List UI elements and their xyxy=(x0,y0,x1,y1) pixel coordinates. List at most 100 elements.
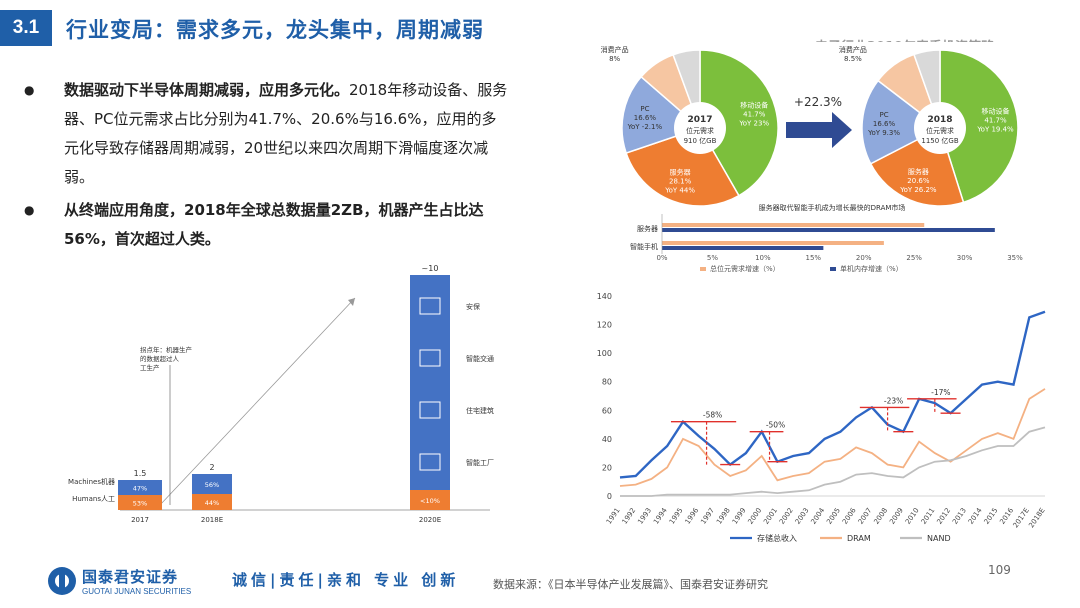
y-tick-label: 20 xyxy=(602,463,612,472)
growth-arrow-icon xyxy=(786,112,852,148)
app-label: 智能交通 xyxy=(466,354,494,363)
x-tick-label: 2012 xyxy=(935,507,952,526)
y-tick-label: 80 xyxy=(602,378,612,387)
pie-2017-label-yoy: YoY 44% xyxy=(664,187,695,195)
x-tick-label: 2009 xyxy=(888,507,905,526)
bullet-list: ● 数据驱动下半导体周期减弱，应用多元化。2018年移动设备、服务器、PC位元需… xyxy=(18,76,508,258)
hbar-tick-label: 35% xyxy=(1007,254,1023,262)
pie-2018-slice xyxy=(939,49,1019,204)
pie-2018-center-label: 位元需求 xyxy=(926,126,954,135)
data-generation-chart: 53% 47% 1.5 2017 44% 56% 2 2018E <10% ~10 2020E Mac… xyxy=(68,264,494,524)
pie-2018-label-yoy: YoY 9.3% xyxy=(867,129,900,137)
pie-2018-label-yoy: YoY 19.4% xyxy=(976,125,1014,133)
pie-2017-label-value: 28.1% xyxy=(669,178,692,186)
decline-label: -17% xyxy=(931,388,950,397)
hbar-bar-total xyxy=(662,223,925,227)
pie-2017-center-value: 910 亿GB xyxy=(684,136,717,145)
pie-2018-label-value: 8.5% xyxy=(844,55,862,63)
hbar-legend-per-unit: 单机内存增速（%） xyxy=(840,264,903,273)
hbar-bar-per-unit xyxy=(662,246,824,250)
bar-human-label: <10% xyxy=(420,497,440,505)
slide-title: 行业变局：需求多元，龙头集中，周期减弱 xyxy=(66,18,484,42)
bar-total-label: 2 xyxy=(209,463,214,472)
bar-machine-label: 56% xyxy=(205,481,219,489)
y-tick-label: 100 xyxy=(597,349,612,358)
hbar-tick-label: 5% xyxy=(707,254,718,262)
pie-2017-label: 移动设备 xyxy=(740,101,768,110)
bar-year-label: 2017 xyxy=(131,516,149,524)
bar-machine-segment xyxy=(410,275,450,490)
app-label: 智能工厂 xyxy=(466,458,494,467)
pie-2018-label: 消费产品 xyxy=(839,45,867,54)
demand-structure-panel: 移动设备 41.7% YoY 23% 服务器 28.1% YoY 44% PC 16.6% Yo… xyxy=(600,13,1040,274)
y-tick-label: 0 xyxy=(607,492,612,501)
x-tick-label: 1994 xyxy=(652,506,669,526)
x-tick-label: 2003 xyxy=(794,507,811,526)
decline-label: -23% xyxy=(884,396,903,405)
hbar-bar-per-unit xyxy=(662,228,995,232)
hbar-tick-label: 0% xyxy=(656,254,667,262)
app-icon xyxy=(419,401,441,419)
hbar-category-label: 服务器 xyxy=(637,224,658,233)
x-tick-label: 1996 xyxy=(684,506,701,526)
app-label: 住宅建筑 xyxy=(466,406,494,415)
bar-human-label: 44% xyxy=(205,499,219,507)
pie-2018-label: PC xyxy=(880,111,889,119)
y-tick-label: 140 xyxy=(597,292,612,301)
app-icon xyxy=(419,297,441,315)
hbar-tick-label: 10% xyxy=(755,254,771,262)
pie-2017-label-value: 41.7% xyxy=(743,111,766,119)
hbar-tick-label: 15% xyxy=(806,254,822,262)
bullet-text: 2018年移动设备、服务器、PC位元需求占比分别为41.7%、20.6%与16.… xyxy=(64,81,508,186)
bullet-item: ● 数据驱动下半导体周期减弱，应用多元化。2018年移动设备、服务器、PC位元需… xyxy=(18,76,508,192)
hbar-legend-swatch-total xyxy=(700,267,706,271)
pie-2018-label: 移动设备 xyxy=(982,106,1010,115)
hbar-tick-label: 30% xyxy=(957,254,973,262)
hbar-category-label: 智能手机 xyxy=(630,242,658,251)
pie-2017-center-hole xyxy=(674,102,726,154)
bar-human-label: 53% xyxy=(133,500,147,508)
annotation-line: 的数据超过人 xyxy=(140,354,180,363)
hbar-bar-total xyxy=(662,241,884,245)
legend-label: DRAM xyxy=(847,534,871,543)
bar-machine-segment xyxy=(192,474,232,494)
bullet-dot-icon: ● xyxy=(24,83,35,97)
x-tick-label: 2001 xyxy=(762,507,779,526)
series-line-1 xyxy=(619,388,1046,487)
hbar-tick-label: 20% xyxy=(856,254,872,262)
section-number-badge: 3.1 xyxy=(0,10,52,46)
page-number: 109 xyxy=(988,563,1011,577)
x-tick-label: 2015 xyxy=(983,507,1000,526)
growth-label: +22.3% xyxy=(794,95,842,109)
data-source-note: 数据来源：《日本半导体产业发展篇》、国泰君安证券研究 xyxy=(493,578,768,591)
decline-label: -58% xyxy=(703,411,722,420)
y-tick-label: 120 xyxy=(597,321,612,330)
app-label: 安保 xyxy=(466,302,480,311)
pie-2018-center-hole xyxy=(914,102,966,154)
y-tick-label: 40 xyxy=(602,435,612,444)
x-tick-label: 1998 xyxy=(715,507,732,526)
x-tick-label: 2007 xyxy=(857,507,874,526)
bar-total-label: ~10 xyxy=(422,264,439,273)
hbar-legend-swatch-per-unit xyxy=(830,267,836,271)
legend-machine: Machines机器 xyxy=(68,477,115,486)
bar-total-label: 1.5 xyxy=(134,469,147,478)
bar-human-segment xyxy=(410,490,450,510)
x-tick-label: 1993 xyxy=(636,507,653,526)
company-slogan: 诚信|责任|亲和 专业 创新 xyxy=(232,571,460,589)
memory-revenue-line-chart: 0204060801001201401991199219931994199519… xyxy=(597,292,1047,543)
pie-2018-label-value: 16.6% xyxy=(873,120,896,128)
company-logo: 国泰君安证券 GUOTAI JUNAN SECURITIES xyxy=(48,566,191,596)
x-tick-label: 2014 xyxy=(967,506,984,526)
annotation-line: 工生产 xyxy=(140,363,160,372)
pie-2018-label-value: 41.7% xyxy=(984,116,1007,124)
x-tick-label: 2005 xyxy=(825,507,842,526)
series-line-0 xyxy=(619,310,1046,479)
pie-2017-center-label: 位元需求 xyxy=(686,126,714,135)
x-tick-label: 2006 xyxy=(841,506,858,526)
logo-mark-icon xyxy=(48,567,76,595)
bar-machine-label: 47% xyxy=(133,485,147,493)
x-tick-label: 2000 xyxy=(747,507,764,526)
x-tick-label: 2010 xyxy=(904,507,921,526)
